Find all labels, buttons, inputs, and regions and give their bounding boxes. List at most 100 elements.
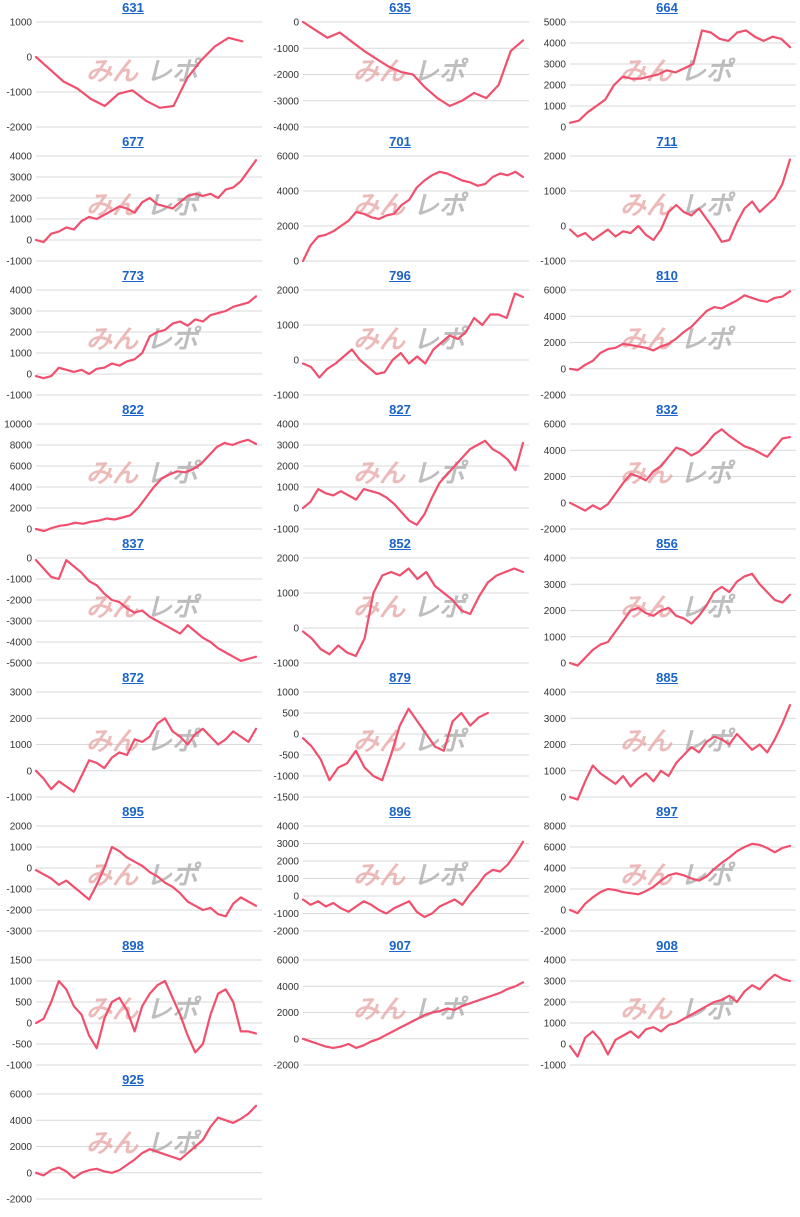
y-tick-label: 2000: [544, 885, 567, 896]
y-tick-label: -1000: [273, 44, 299, 55]
series-line: [568, 428, 792, 512]
chart-title-link[interactable]: 898: [122, 938, 144, 953]
y-tick-label: 2000: [544, 740, 567, 751]
y-tick-label: 0: [26, 554, 32, 565]
chart-title-link[interactable]: 895: [122, 804, 144, 819]
chart-panel-832: 832 6000 4000 2000 0 -2000 みん レポ: [534, 402, 800, 536]
y-tick-label: 6000: [544, 420, 567, 431]
watermark-left: みん: [86, 593, 139, 623]
y-tick-label: 0: [293, 504, 299, 515]
y-tick-label: -2000: [540, 525, 566, 536]
watermark-left: みん: [620, 861, 673, 891]
watermark-right: レポ: [413, 57, 469, 87]
y-tick-label: -1000: [540, 1061, 566, 1072]
chart-title-link[interactable]: 664: [656, 0, 678, 15]
series-line: [34, 438, 258, 533]
y-tick-label: -500: [12, 1040, 32, 1051]
line-chart-svg: 6000 4000 2000 0 -2000 みん レポ: [273, 956, 529, 1072]
watermark-right: レポ: [413, 727, 469, 757]
y-tick-label: 500: [15, 998, 32, 1009]
line-chart-svg: 6000 4000 2000 0 -2000 みん レポ: [540, 420, 796, 536]
series-line: [301, 707, 489, 782]
y-tick-label: -5000: [6, 659, 32, 670]
chart-title-link[interactable]: 773: [122, 268, 144, 283]
watermark-right: レポ: [680, 593, 736, 623]
y-tick-label: 0: [26, 864, 32, 875]
chart-panel-925: 925 6000 4000 2000 0 -2000 みん レポ: [0, 1072, 266, 1206]
chart-title-link[interactable]: 908: [656, 938, 678, 953]
series-line: [301, 840, 525, 919]
chart-panel-773: 773 4000 3000 2000 1000 0 -1000 みん レポ: [0, 268, 266, 402]
line-chart-svg: 2000 1000 0 -1000 -2000 -3000 みん レポ: [6, 822, 262, 938]
y-tick-label: 6000: [544, 843, 567, 854]
chart-title-link[interactable]: 907: [389, 938, 411, 953]
chart-title-link[interactable]: 827: [389, 402, 411, 417]
chart-title-link[interactable]: 810: [656, 268, 678, 283]
chart-title-link[interactable]: 896: [389, 804, 411, 819]
watermark-left: みん: [620, 459, 673, 489]
chart-title-link[interactable]: 872: [122, 670, 144, 685]
y-tick-label: 2000: [10, 714, 33, 725]
chart-title-link[interactable]: 852: [389, 536, 411, 551]
watermark-right: レポ: [146, 325, 202, 355]
chart-title-link[interactable]: 885: [656, 670, 678, 685]
watermark-left: みん: [86, 191, 139, 221]
y-tick-label: 4000: [544, 864, 567, 875]
y-tick-label: 0: [293, 257, 299, 268]
chart-panel-898: 898 1500 1000 500 0 -500 -1000 みん レポ: [0, 938, 266, 1072]
y-tick-label: 0: [293, 1034, 299, 1045]
minrepo-watermark-logo: みん レポ: [353, 593, 469, 623]
chart-title-link[interactable]: 897: [656, 804, 678, 819]
minrepo-watermark-logo: みん レポ: [353, 325, 469, 355]
y-tick-label: 0: [293, 624, 299, 635]
minrepo-watermark-logo: みん レポ: [353, 191, 469, 221]
minrepo-watermark-logo: みん レポ: [86, 593, 202, 623]
minrepo-watermark-logo: みん レポ: [620, 191, 736, 221]
series-line: [301, 981, 525, 1049]
line-chart-svg: 4000 3000 2000 1000 0 みん レポ: [544, 688, 796, 804]
chart-title-link[interactable]: 796: [389, 268, 411, 283]
chart-title-link[interactable]: 677: [122, 134, 144, 149]
chart-title-link[interactable]: 631: [122, 0, 144, 15]
y-tick-label: 0: [560, 793, 566, 804]
watermark-right: レポ: [413, 325, 469, 355]
minrepo-watermark-logo: みん レポ: [86, 727, 202, 757]
chart-title-link[interactable]: 837: [122, 536, 144, 551]
y-tick-label: 4000: [10, 483, 33, 494]
chart-title-link[interactable]: 822: [122, 402, 144, 417]
y-tick-label: -4000: [6, 638, 32, 649]
y-tick-label: -3000: [273, 96, 299, 107]
minrepo-watermark-logo: みん レポ: [86, 861, 202, 891]
minrepo-watermark-logo: みん レポ: [353, 727, 469, 757]
y-tick-label: 0: [293, 892, 299, 903]
minrepo-watermark-logo: みん レポ: [620, 727, 736, 757]
y-tick-label: -1000: [6, 1061, 32, 1072]
chart-title-link[interactable]: 879: [389, 670, 411, 685]
chart-panel-896: 896 4000 3000 2000 1000 0 -1000 -2000 みん レポ: [267, 804, 533, 938]
chart-title-link[interactable]: 635: [389, 0, 411, 15]
y-tick-label: -1000: [6, 885, 32, 896]
series-line: [34, 559, 258, 662]
y-tick-label: 4000: [544, 39, 567, 50]
chart-title-link[interactable]: 832: [656, 402, 678, 417]
chart-title-link[interactable]: 701: [389, 134, 411, 149]
y-tick-label: 3000: [544, 977, 567, 988]
line-chart-svg: 2000 1000 0 -1000 みん レポ: [273, 554, 529, 670]
series-line: [301, 439, 525, 526]
chart-title-link[interactable]: 711: [656, 134, 678, 149]
series-line: [301, 567, 525, 658]
y-tick-label: 4000: [544, 688, 567, 699]
y-tick-label: 1000: [277, 321, 300, 332]
y-tick-label: 0: [560, 222, 566, 233]
series-line: [568, 158, 792, 243]
y-tick-label: -1000: [6, 257, 32, 268]
chart-title-link[interactable]: 856: [656, 536, 678, 551]
line-chart-svg: 6000 4000 2000 0 -2000 みん レポ: [6, 1090, 262, 1206]
watermark-left: みん: [353, 191, 406, 221]
y-tick-label: 0: [26, 1019, 32, 1030]
chart-title-link[interactable]: 925: [122, 1072, 144, 1087]
watermark-left: みん: [86, 325, 139, 355]
y-tick-label: 1000: [10, 215, 33, 226]
y-tick-label: -1000: [6, 793, 32, 804]
